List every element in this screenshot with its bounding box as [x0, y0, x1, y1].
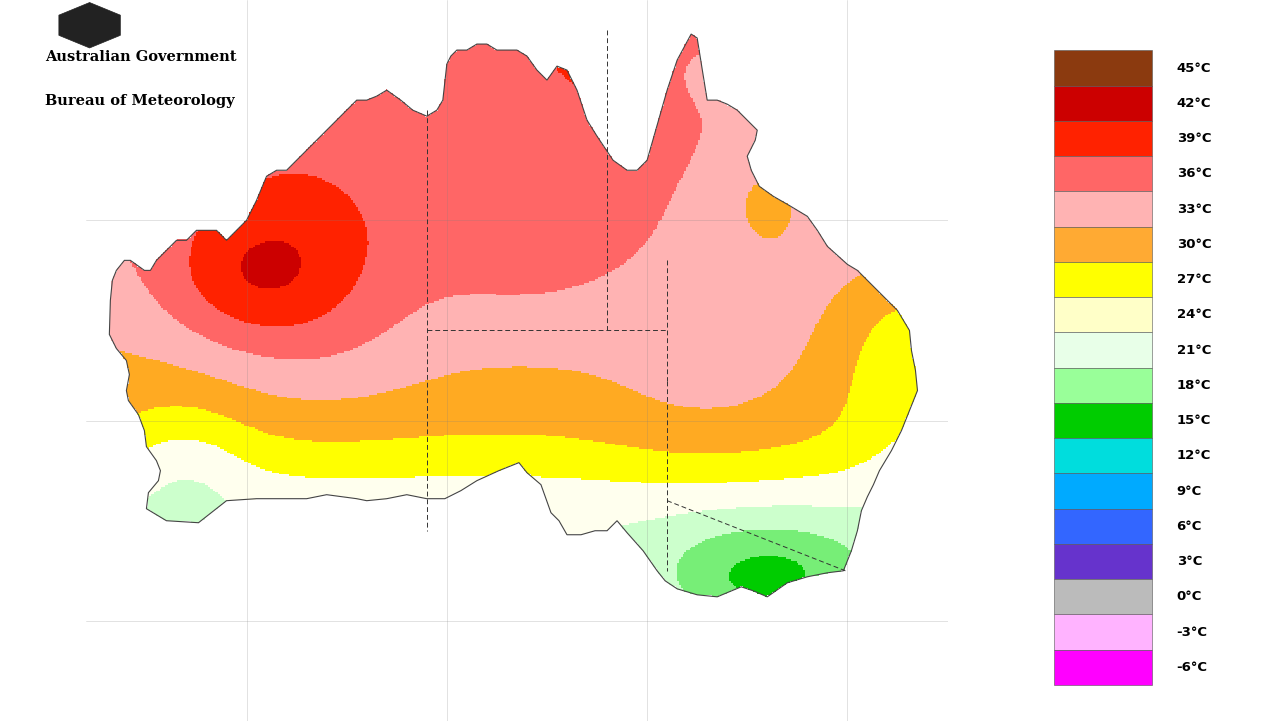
Bar: [1053, 50, 1152, 86]
Text: 36°C: 36°C: [1176, 167, 1211, 180]
Text: 30°C: 30°C: [1176, 238, 1211, 251]
Text: Australian Government: Australian Government: [45, 50, 237, 64]
Bar: [1053, 262, 1152, 297]
Text: 18°C: 18°C: [1176, 379, 1211, 392]
Text: 3°C: 3°C: [1176, 555, 1202, 568]
Bar: [1053, 192, 1152, 226]
Text: 45°C: 45°C: [1176, 61, 1211, 74]
Text: 39°C: 39°C: [1176, 132, 1211, 145]
Bar: [1053, 226, 1152, 262]
Bar: [1053, 474, 1152, 509]
Text: 42°C: 42°C: [1176, 97, 1211, 110]
Text: 21°C: 21°C: [1176, 344, 1211, 357]
Text: Bureau of Meteorology: Bureau of Meteorology: [45, 94, 234, 107]
Bar: [1053, 579, 1152, 614]
Bar: [1053, 86, 1152, 121]
Bar: [1053, 614, 1152, 650]
Text: 33°C: 33°C: [1176, 203, 1211, 216]
Polygon shape: [59, 2, 120, 48]
Bar: [1053, 650, 1152, 685]
Bar: [1053, 297, 1152, 332]
Bar: [1053, 438, 1152, 474]
Bar: [1053, 544, 1152, 579]
Bar: [1053, 403, 1152, 438]
Bar: [1053, 121, 1152, 156]
Bar: [1053, 156, 1152, 192]
Text: 15°C: 15°C: [1176, 414, 1211, 427]
Text: 27°C: 27°C: [1176, 273, 1211, 286]
Bar: [1053, 332, 1152, 368]
Text: 6°C: 6°C: [1176, 520, 1202, 533]
Bar: [1053, 509, 1152, 544]
Text: -3°C: -3°C: [1176, 626, 1207, 639]
Text: 24°C: 24°C: [1176, 309, 1211, 322]
Text: 0°C: 0°C: [1176, 590, 1202, 603]
Bar: [1053, 368, 1152, 403]
Text: -6°C: -6°C: [1176, 661, 1207, 674]
Text: 9°C: 9°C: [1176, 485, 1202, 497]
Text: 12°C: 12°C: [1176, 449, 1211, 462]
